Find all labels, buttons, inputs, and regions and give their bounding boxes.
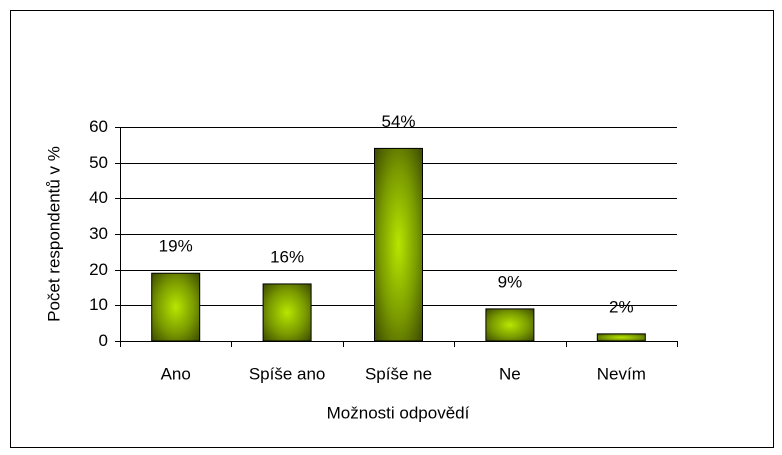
x-tick-label: Ano xyxy=(161,364,191,383)
y-tick-label: 40 xyxy=(89,188,108,207)
y-axis-label: Počet respondentů v % xyxy=(44,146,63,322)
x-tick-label: Nevím xyxy=(597,364,646,383)
y-tick-label: 50 xyxy=(89,153,108,172)
value-label: 9% xyxy=(498,272,523,291)
value-label: 16% xyxy=(270,247,304,266)
y-tick-label: 20 xyxy=(89,260,108,279)
value-label: 54% xyxy=(381,112,415,131)
bar xyxy=(596,333,646,342)
y-tick-label: 0 xyxy=(99,331,108,350)
bar xyxy=(151,272,201,342)
y-tick-label: 10 xyxy=(89,295,108,314)
bar xyxy=(485,308,535,342)
x-tick-label: Ne xyxy=(499,364,521,383)
x-axis-label: Možnosti odpovědí xyxy=(327,403,470,422)
x-tick-label: Spíše ne xyxy=(365,364,432,383)
x-tick-label: Spíše ano xyxy=(249,364,326,383)
y-tick-label: 30 xyxy=(89,224,108,243)
bar xyxy=(374,147,423,342)
bar xyxy=(262,283,312,342)
value-label: 19% xyxy=(159,237,193,256)
y-tick-label: 60 xyxy=(89,117,108,136)
value-label: 2% xyxy=(609,297,634,316)
